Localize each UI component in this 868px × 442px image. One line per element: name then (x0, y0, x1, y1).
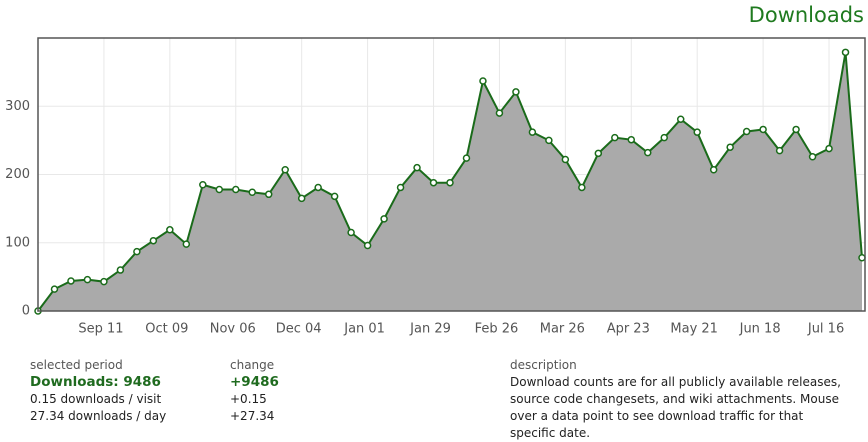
data-point (825, 144, 833, 153)
data-point (479, 77, 487, 85)
data-point (726, 143, 734, 151)
data-point (759, 125, 767, 134)
data-point (462, 154, 471, 162)
data-point (232, 185, 240, 194)
selected-period: selected period Downloads: 9486 0.15 dow… (30, 357, 166, 425)
stat-line: +0.15 (230, 392, 267, 406)
data-point (264, 190, 273, 199)
data-point (83, 275, 92, 284)
data-point (545, 136, 553, 145)
area (38, 52, 862, 312)
main-value: +9486 (230, 374, 279, 390)
y-tick-label: 0 (22, 304, 30, 319)
y-tick-label: 100 (5, 235, 30, 250)
data-point (413, 163, 421, 172)
heading: change (230, 358, 275, 372)
data-point (314, 183, 322, 192)
data-point (775, 146, 784, 155)
x-tick-label: Jan 01 (343, 322, 385, 337)
x-tick-label: Jan 29 (409, 322, 451, 337)
data-point (627, 135, 636, 144)
y-tick-label: 200 (5, 167, 30, 182)
data-point (330, 192, 339, 201)
x-tick-label: Nov 06 (210, 322, 256, 337)
data-point (166, 226, 174, 234)
data-point (611, 133, 619, 142)
x-tick-label: Dec 04 (276, 322, 322, 337)
chart-title: Downloads (749, 3, 864, 27)
main-value: Downloads: 9486 (30, 374, 161, 390)
x-tick-label: Apr 23 (607, 322, 650, 337)
change: change +9486 +0.15 +27.34 (230, 357, 279, 425)
data-point (841, 48, 850, 57)
data-point (281, 165, 289, 174)
data-point (446, 178, 454, 187)
data-point (858, 254, 866, 262)
x-tick-label: Mar 26 (540, 322, 585, 337)
data-point (676, 115, 685, 123)
data-point (100, 277, 108, 286)
data-point (297, 194, 306, 203)
x-tick-label: Oct 09 (145, 322, 188, 337)
data-point (248, 188, 256, 196)
data-point (660, 133, 668, 142)
data-point (644, 148, 652, 157)
y-tick-label: 300 (5, 99, 30, 114)
data-point (742, 127, 751, 136)
data-point (133, 247, 141, 256)
data-point (512, 88, 520, 96)
data-point (363, 241, 372, 250)
stat-line: 27.34 downloads / day (30, 409, 167, 423)
x-tick-label: Jul 16 (807, 322, 844, 337)
data-point (347, 228, 355, 237)
description: description Download counts are for all … (510, 357, 845, 442)
data-point (116, 266, 125, 274)
plot-border (37, 37, 866, 312)
data-point (528, 128, 537, 136)
data-point (199, 180, 207, 189)
data-point (215, 185, 224, 194)
data-point (396, 183, 405, 192)
data-point (429, 178, 438, 187)
data-point (808, 153, 817, 161)
x-tick-label: Sep 11 (78, 322, 123, 337)
stat-line: +27.34 (230, 409, 275, 423)
data-point (709, 165, 718, 174)
data-point (149, 236, 158, 245)
data-point (67, 277, 75, 285)
x-tick-label: May 21 (670, 322, 718, 337)
x-tick-label: Jun 18 (739, 322, 781, 337)
chart: Downloads 0 100 200 300 Sep 11 Oct 09 Nov 06 De… (5, 3, 866, 337)
data-point (495, 109, 504, 117)
heading: description (510, 358, 577, 372)
data-point (693, 128, 701, 136)
data-point (792, 125, 800, 134)
data-point (561, 155, 570, 164)
description-text: Download counts are for all publicly ava… (510, 375, 841, 440)
data-point (380, 215, 388, 223)
data-point (578, 183, 586, 192)
data-point (50, 285, 59, 293)
data-point (182, 240, 191, 248)
heading: selected period (30, 358, 123, 372)
data-point (594, 149, 603, 158)
stat-line: 0.15 downloads / visit (30, 392, 162, 406)
x-tick-label: Feb 26 (475, 322, 519, 337)
